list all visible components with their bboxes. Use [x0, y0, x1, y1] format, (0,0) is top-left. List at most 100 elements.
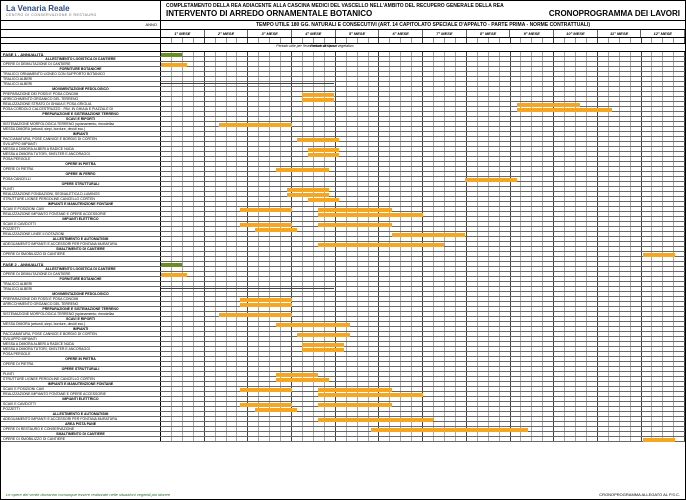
- row-label: POSA CANCELLI: [1, 177, 161, 181]
- row-label: SCAVI E POSIZIONI CAVI: [1, 207, 161, 211]
- gantt-bar: [318, 208, 391, 212]
- gantt-bar: [161, 263, 182, 267]
- row-grid: [161, 437, 685, 441]
- month-header: 12° MESE: [641, 30, 685, 37]
- row-label: SVILUPPO IMPIANTI: [1, 142, 161, 146]
- week-header: [598, 38, 609, 43]
- row-label: SCAVI E POSIZIONI CAVI: [1, 387, 161, 391]
- gantt-bar: [240, 208, 292, 212]
- gantt-bar: [276, 378, 328, 382]
- week-header: [379, 38, 390, 43]
- row-grid: [161, 122, 685, 126]
- gantt-bar: [255, 228, 297, 232]
- row-grid: [161, 287, 685, 291]
- gantt-bar: [255, 408, 297, 412]
- subheader-left: ANNO: [1, 21, 161, 29]
- month-header: 6° MESE: [379, 30, 423, 37]
- logo-area: La Venaria Reale CENTRO DI CONSERVAZIONE…: [1, 1, 161, 20]
- row-label: OPERE DI SMOBILIZZO DI CANTIERE: [1, 252, 161, 256]
- footer-left: Le opere del verde dovranno comunque ess…: [6, 492, 170, 497]
- row-grid: [161, 72, 685, 76]
- row-label: SCAVI E CAVIDOTTI: [1, 402, 161, 406]
- week-header: [248, 38, 259, 43]
- row-grid: [161, 147, 685, 151]
- months-row: 1° MESE2° MESE3° MESE4° MESE5° MESE6° ME…: [1, 30, 685, 38]
- gantt-bar: [308, 148, 339, 152]
- row-label: OPERE DI RESTAURO E CONSERVAZIONE: [1, 427, 161, 431]
- logo-subtitle: CENTRO DI CONSERVAZIONE E RESTAURO: [6, 13, 155, 17]
- row-grid: [161, 137, 685, 141]
- row-grid: [161, 167, 685, 171]
- row-grid: [161, 392, 685, 396]
- row-label: MESSA A DIMORA ALBERI A RADICE NUDA: [1, 147, 161, 151]
- month-header: 10° MESE: [554, 30, 598, 37]
- gantt-bar: [318, 418, 433, 422]
- week-header: [609, 38, 620, 43]
- row-grid: [161, 372, 685, 376]
- gantt-bar: [219, 123, 292, 127]
- row-grid: [161, 377, 685, 381]
- note-row: Periodo utile per l'esecuzione dei lavor…: [1, 44, 685, 52]
- row-label: SCAVI E RIPORTI: [1, 317, 161, 321]
- row-label: OPERE DI SMOBILIZZO DI CANTIERE: [1, 437, 161, 441]
- row-grid: [161, 297, 685, 301]
- row-grid: [161, 267, 685, 271]
- gantt-bar: [302, 98, 333, 102]
- row-label: PACCIAMATURA, POSE CANNICE E BORDIG DI C…: [1, 332, 161, 336]
- week-header: [227, 38, 238, 43]
- gantt-bar: [318, 403, 391, 407]
- week-header: [216, 38, 227, 43]
- week-header: [270, 38, 281, 43]
- row-label: REALIZZAZIONE STRATO DI GHIAIA E POSA GR…: [1, 102, 161, 106]
- row-grid: [161, 142, 685, 146]
- row-label: MOVIMENTAZIONE PEDOLOGICO: [1, 87, 161, 91]
- row-label: POZZETTI: [1, 227, 161, 231]
- row-grid: [161, 252, 685, 256]
- month-header: 3° MESE: [248, 30, 292, 37]
- week-header: [292, 38, 303, 43]
- week-header: [237, 38, 248, 43]
- week-header: [467, 38, 478, 43]
- week-header: [674, 38, 685, 43]
- gantt-bar: [302, 348, 344, 352]
- row-label: FORNITURE BOTANICHE: [1, 277, 161, 281]
- row-grid: [161, 397, 685, 401]
- row-grid: [161, 117, 685, 121]
- gantt-bar: [318, 243, 444, 247]
- week-header: [325, 38, 336, 43]
- row-grid: [161, 182, 685, 186]
- gantt-bar: [643, 438, 674, 442]
- row-grid: [161, 187, 685, 191]
- row-label: SMALTIMENTO DI CANTIERE: [1, 247, 161, 251]
- row-label: PLINTI: [1, 372, 161, 376]
- row-grid: [161, 337, 685, 341]
- row-label: AREA PISTA PANE: [1, 422, 161, 426]
- row-grid: [161, 207, 685, 211]
- row-grid: [161, 157, 685, 161]
- week-header: [194, 38, 205, 43]
- row-grid: [161, 272, 685, 276]
- row-label: [1, 257, 161, 261]
- week-header: [434, 38, 445, 43]
- row-label: PREPARAZIONE DEI FOSSI E POSA CONCIMI: [1, 92, 161, 96]
- gantt-bar: [318, 223, 391, 227]
- row-grid: [161, 67, 685, 71]
- body-area: FASE 1 - ANNUALITÀALLESTIMENTO LOGISTICA…: [1, 52, 685, 442]
- row-label: REALIZZAZIONE FONDAZIONI, SEGNALETICA D.…: [1, 192, 161, 196]
- row-grid: [161, 247, 685, 251]
- week-header: [532, 38, 543, 43]
- week-header: [554, 38, 565, 43]
- row-grid: [161, 202, 685, 206]
- row-label: ALLESTIMENTO E AUTOMATISMI: [1, 237, 161, 241]
- row-label: ADEGUAMENTO IMPIANTI E ACCESSORI PER FON…: [1, 242, 161, 246]
- row-grid: [161, 342, 685, 346]
- gantt-bar: [161, 53, 182, 57]
- gantt-bar: [371, 428, 528, 432]
- row-label: IMPIANTI E MANUTENZIONE FONTANE: [1, 382, 161, 386]
- week-header: [314, 38, 325, 43]
- row-label: IMPIANTI E MANUTENZIONE FONTANE: [1, 202, 161, 206]
- row-grid: [161, 197, 685, 201]
- row-grid: [161, 307, 685, 311]
- row-grid: [161, 172, 685, 176]
- row-label: POSA CORDOLO CALCESTRUZZO - PAV. IN GHIA…: [1, 107, 161, 111]
